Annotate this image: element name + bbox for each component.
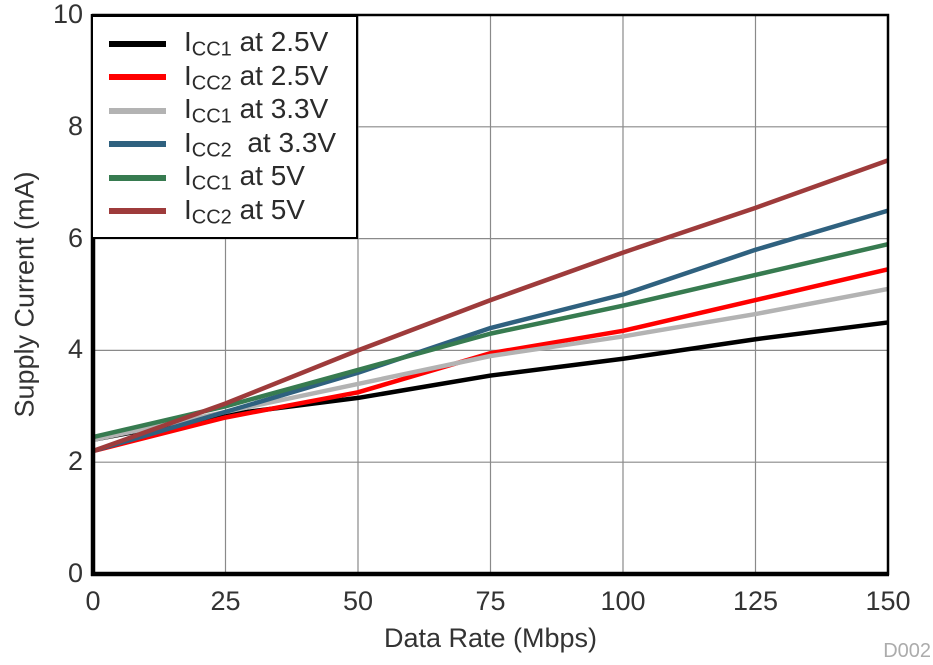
legend-label-icc2-3v3: ICC2 at 3.3V xyxy=(184,126,337,161)
x-tick-label-150: 150 xyxy=(865,586,911,616)
legend-label-icc2-2v5: ICC2 at 2.5V xyxy=(184,59,329,94)
legend-label-icc1-2v5: ICC1 at 2.5V xyxy=(184,26,329,61)
legend-label-icc1-3v3: ICC1 at 3.3V xyxy=(184,93,329,128)
legend-item-icc2-3v3: ICC2 at 3.3V xyxy=(93,128,356,162)
legend-swatch-icc2-3v3 xyxy=(109,141,166,148)
series-line-icc1-5v xyxy=(92,241,889,440)
x-axis-title: Data Rate (Mbps) xyxy=(383,623,598,653)
legend-item-icc1-2v5: ICC1 at 2.5V xyxy=(93,27,356,61)
x-tick-label-25: 25 xyxy=(210,586,241,616)
legend-swatch-icc2-2v5 xyxy=(109,74,166,81)
y-tick-label-4: 4 xyxy=(67,334,83,365)
legend-swatch-icc1-5v xyxy=(109,174,166,181)
legend-swatch-icc1-2v5 xyxy=(109,40,166,47)
x-tick-label-75: 75 xyxy=(475,586,506,616)
y-tick-label-8: 8 xyxy=(67,110,83,141)
y-tick-label-10: 10 xyxy=(52,0,83,29)
y-axis-title-wrap: Supply Current (mA) xyxy=(8,15,42,574)
legend-item-icc2-5v: ICC2 at 5V xyxy=(93,195,356,229)
legend: ICC1 at 2.5V ICC2 at 2.5V ICC1 at 3.3V ICC2… xyxy=(91,15,358,239)
x-tick-label-125: 125 xyxy=(732,586,779,616)
series-line-icc2-2v5 xyxy=(92,267,889,454)
x-tick-label-0: 0 xyxy=(85,586,101,616)
y-tick-label-2: 2 xyxy=(67,446,83,477)
y-axis-title: Supply Current (mA) xyxy=(9,171,40,418)
series-line-icc1-2v5 xyxy=(92,320,889,443)
x-tick-label-100: 100 xyxy=(600,586,646,616)
series-line-icc2-5v xyxy=(92,158,889,454)
y-tick-label-0: 0 xyxy=(67,558,83,588)
legend-swatch-icc1-3v3 xyxy=(109,107,166,114)
x-tick-label-50: 50 xyxy=(342,586,374,616)
y-tick-label-6: 6 xyxy=(67,222,83,253)
series-line-icc2-3v3 xyxy=(92,208,889,454)
legend-item-icc2-2v5: ICC2 at 2.5V xyxy=(93,61,356,95)
legend-label-icc1-5v: ICC1 at 5V xyxy=(184,160,305,195)
figure-code: D002 xyxy=(883,640,931,662)
legend-swatch-icc2-5v xyxy=(109,208,166,215)
legend-label-icc2-5v: ICC2 at 5V xyxy=(184,193,305,228)
legend-item-icc1-5v: ICC1 at 5V xyxy=(93,161,356,195)
legend-item-icc1-3v3: ICC1 at 3.3V xyxy=(93,94,356,128)
